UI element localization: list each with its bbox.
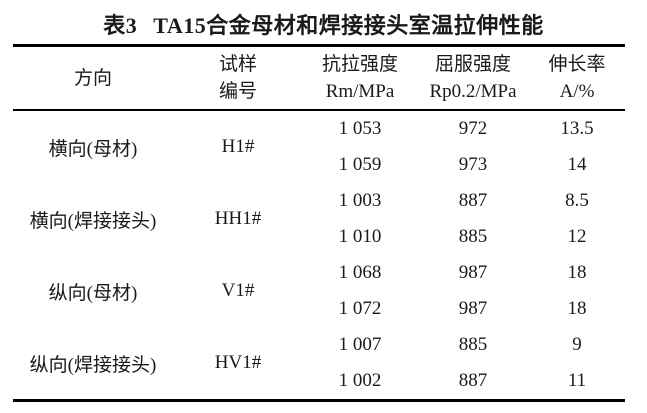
- cell-a: 12: [567, 226, 587, 247]
- header-a-line2: A/%: [559, 81, 595, 102]
- header-sample: 试样 编号: [173, 45, 303, 111]
- header-direction: 方向: [13, 45, 173, 111]
- cell-rp: 885: [458, 226, 488, 247]
- header-rp-line2: Rp0.2/MPa: [429, 81, 517, 102]
- cell-a: 18: [567, 262, 587, 283]
- table-row: 1 002 887 11: [13, 363, 625, 401]
- cell-a: 11: [567, 370, 587, 391]
- header-elongation: 伸长率 A/%: [529, 45, 625, 111]
- cell-rm: 1 068: [338, 262, 382, 283]
- table-row: 纵向(母材) V1# 1 068 987 18: [13, 255, 625, 304]
- table-row: 1 072 987 18: [13, 291, 625, 327]
- cell-sample: HH1#: [214, 208, 262, 229]
- cell-direction: 纵向(母材): [48, 282, 138, 304]
- cell-rp: 987: [458, 262, 488, 283]
- cell-rp: 887: [458, 370, 488, 391]
- header-sample-line2: 编号: [218, 81, 257, 102]
- cell-a: 18: [567, 298, 587, 319]
- table-row: 纵向(焊接接头) HV1# 1 007 885 9: [13, 327, 625, 376]
- header-tensile-strength: 抗拉强度 Rm/MPa: [303, 45, 417, 111]
- cell-rp: 885: [458, 334, 488, 355]
- cell-rm: 1 010: [338, 226, 382, 247]
- cell-rm: 1 007: [338, 334, 382, 355]
- header-sample-line1: 试样: [218, 54, 257, 75]
- header-rm-line2: Rm/MPa: [325, 81, 395, 102]
- cell-sample: H1#: [221, 136, 255, 157]
- tensile-properties-table: 方向 试样 编号 抗拉强度 Rm/MPa 屈服强度 Rp0.2/MPa 伸长率 …: [13, 44, 625, 402]
- cell-direction: 横向(焊接接头): [29, 210, 157, 232]
- cell-sample: V1#: [221, 280, 255, 301]
- table-row: 1 059 973 14: [13, 147, 625, 183]
- cell-a: 14: [567, 154, 587, 175]
- header-yield-strength: 屈服强度 Rp0.2/MPa: [417, 45, 529, 111]
- cell-rm: 1 059: [338, 154, 382, 175]
- cell-sample: HV1#: [214, 352, 262, 373]
- header-direction-label: 方向: [73, 67, 112, 89]
- header-rp-line1: 屈服强度: [434, 54, 511, 75]
- cell-rm: 1 002: [338, 370, 382, 391]
- cell-rp: 972: [458, 118, 488, 139]
- table-caption-number: 表3: [103, 13, 138, 38]
- cell-rp: 987: [458, 298, 488, 319]
- cell-direction: 横向(母材): [48, 138, 138, 160]
- table-caption: 表3 TA15合金母材和焊接接头室温拉伸性能: [0, 8, 647, 40]
- cell-rp: 973: [458, 154, 488, 175]
- table-row: 横向(母材) H1# 1 053 972 13.5: [13, 110, 625, 160]
- header-a-line1: 伸长率: [548, 54, 606, 75]
- cell-rp: 887: [458, 190, 488, 211]
- header-row: 方向 试样 编号 抗拉强度 Rm/MPa 屈服强度 Rp0.2/MPa 伸长率 …: [13, 45, 625, 111]
- cell-a: 8.5: [565, 190, 589, 211]
- cell-rm: 1 003: [338, 190, 382, 211]
- table-body: 横向(母材) H1# 1 053 972 13.5 1 059 973 14 横…: [13, 110, 625, 401]
- table-row: 1 010 885 12: [13, 219, 625, 255]
- cell-a: 9: [572, 334, 582, 355]
- page: 表3 TA15合金母材和焊接接头室温拉伸性能 方向 试样 编号 抗拉强度 Rm/M…: [0, 8, 647, 413]
- cell-rm: 1 072: [338, 298, 382, 319]
- cell-a: 13.5: [560, 118, 594, 139]
- cell-rm: 1 053: [338, 118, 382, 139]
- table-row: 横向(焊接接头) HH1# 1 003 887 8.5: [13, 183, 625, 232]
- header-rm-line1: 抗拉强度: [321, 54, 398, 75]
- table-header: 方向 试样 编号 抗拉强度 Rm/MPa 屈服强度 Rp0.2/MPa 伸长率 …: [13, 45, 625, 111]
- cell-direction: 纵向(焊接接头): [29, 354, 157, 376]
- table-caption-title: TA15合金母材和焊接接头室温拉伸性能: [153, 13, 544, 38]
